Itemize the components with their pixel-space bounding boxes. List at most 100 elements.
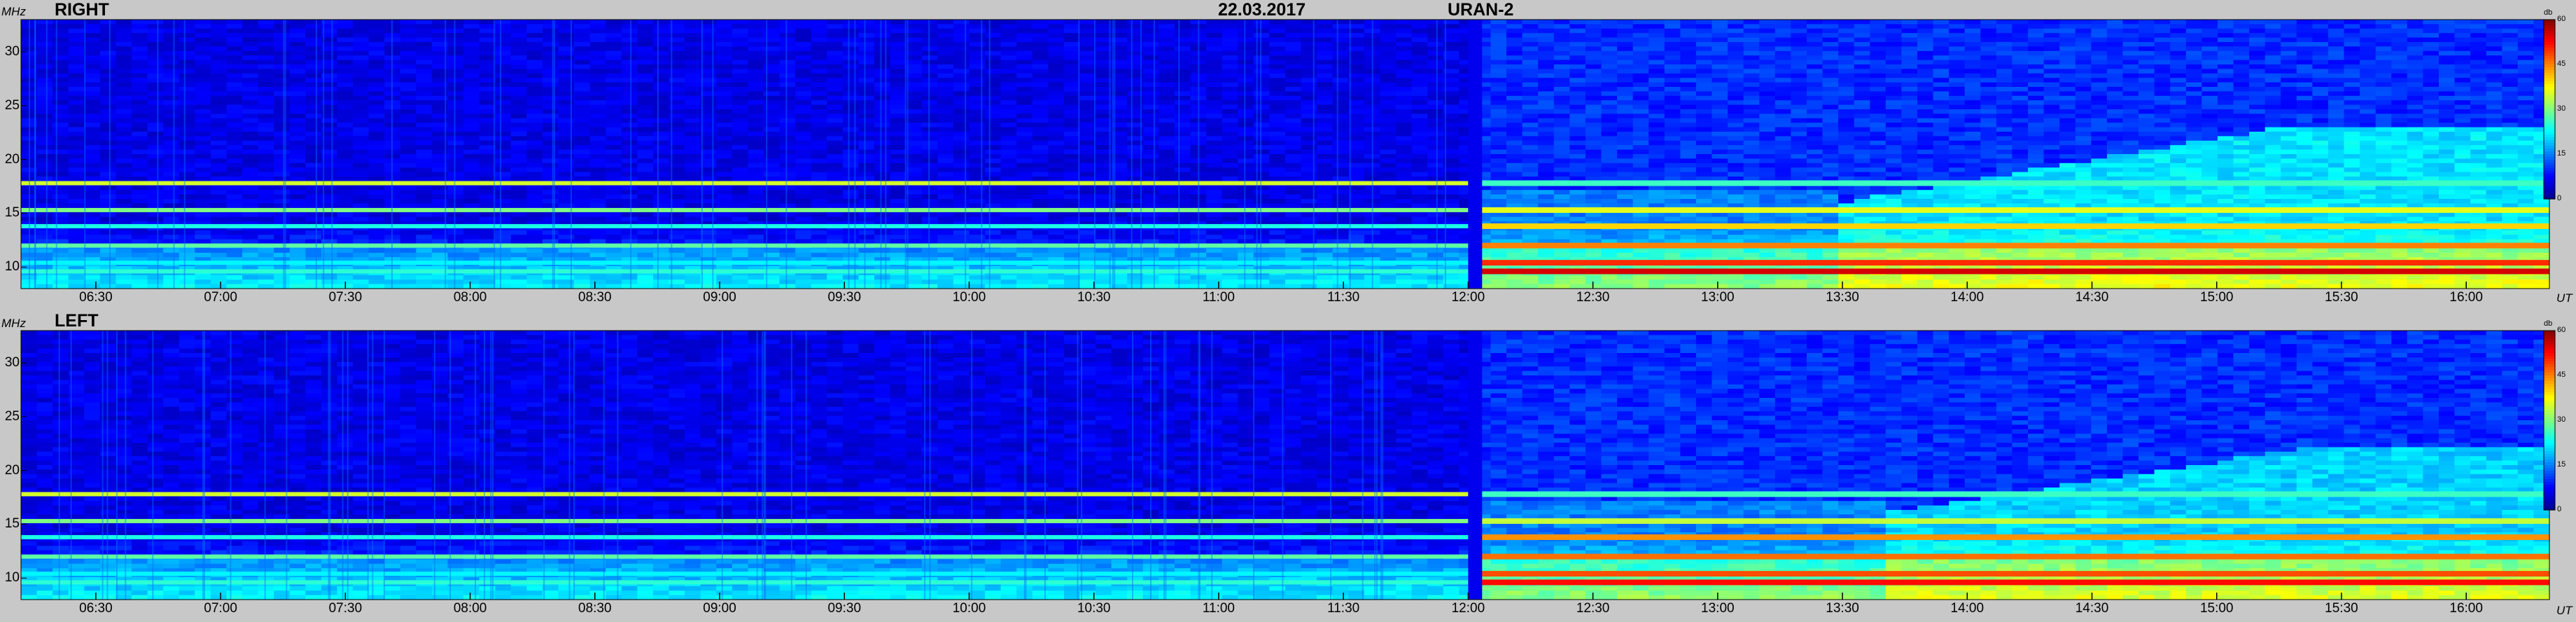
spectrogram-cell — [1317, 73, 1334, 78]
spectrogram-cell — [748, 100, 764, 106]
spectrogram-cell — [1253, 20, 1270, 25]
spectrogram-cell — [526, 100, 543, 106]
spectrogram-cell — [195, 212, 211, 218]
spectrogram-cell — [732, 163, 749, 168]
spectrogram-cell — [1317, 199, 1334, 204]
spectrogram-cell — [99, 78, 117, 83]
spectrogram-cell — [589, 50, 606, 56]
spectrogram-cell — [842, 235, 860, 240]
spectrogram-cell — [1158, 136, 1175, 141]
spectrogram-cell — [321, 266, 338, 271]
spectrogram-cell — [400, 248, 416, 254]
spectrogram-cell — [1190, 185, 1207, 191]
spectrogram-cell — [431, 177, 449, 181]
spectrogram-cell — [589, 185, 606, 191]
spectrogram-cell — [1190, 73, 1207, 78]
spectrogram-cell — [226, 24, 243, 29]
spectrogram-cell — [937, 221, 954, 226]
spectrogram-cell — [178, 239, 195, 244]
spectrogram-cell — [178, 212, 195, 218]
spectrogram-cell — [795, 69, 812, 74]
spectrogram-cell — [969, 24, 986, 29]
spectrogram-cell — [1190, 284, 1207, 289]
spectrogram-cell — [526, 145, 543, 151]
spectrogram-cell — [1111, 248, 1128, 254]
spectrogram-cell — [431, 82, 449, 88]
spectrogram-cell — [906, 203, 923, 209]
spectrogram-cell — [463, 28, 480, 34]
spectrogram-cell — [368, 87, 385, 92]
spectrogram-cell — [685, 50, 701, 56]
spectrogram-cell — [305, 167, 322, 173]
spectrogram-cell — [779, 20, 796, 25]
spectrogram-cell — [21, 42, 38, 47]
spectrogram-cell — [969, 199, 986, 204]
spectrogram-cell — [1301, 37, 1317, 43]
spectrogram-cell — [36, 145, 53, 151]
spectrogram-cell — [1111, 73, 1128, 78]
spectrogram-cell — [84, 95, 101, 101]
spectrogram-cell — [1096, 257, 1112, 263]
spectrogram-cell — [1079, 149, 1096, 155]
spectrogram-cell — [589, 95, 606, 101]
spectrogram-cell — [1032, 212, 1049, 218]
spectrogram-cell — [526, 24, 543, 29]
spectrogram-cell — [921, 69, 938, 74]
spectrogram-cell — [68, 109, 85, 114]
spectrogram-cell — [258, 163, 274, 168]
spectrogram-cell — [1206, 257, 1223, 263]
spectrogram-cell — [242, 145, 259, 151]
spectrogram-cell — [890, 91, 906, 97]
spectrogram-cell — [1222, 109, 1238, 114]
spectrogram-cell — [1111, 104, 1128, 110]
spectrogram-cell — [1064, 279, 1081, 285]
spectrogram-cell — [1016, 167, 1033, 173]
spectrogram-cell — [969, 257, 986, 263]
spectrogram-cell — [1175, 140, 1191, 146]
spectrogram-cell — [305, 33, 322, 39]
spectrogram-cell — [1206, 177, 1223, 181]
spectrogram-cell — [764, 190, 780, 195]
spectrogram-cell — [732, 118, 749, 123]
spectrogram-cell — [653, 177, 670, 181]
spectrogram-cell — [685, 145, 701, 151]
spectrogram-cell — [400, 33, 416, 39]
spectrogram-cell — [1253, 248, 1270, 254]
spectrogram-cell — [1238, 60, 1254, 65]
spectrogram-cell — [178, 55, 195, 61]
spectrogram-cell — [1175, 50, 1191, 56]
spectrogram-cell — [748, 73, 764, 78]
spectrogram-cell — [827, 37, 844, 43]
spectrogram-cell — [400, 154, 416, 159]
spectrogram-cell — [242, 221, 259, 226]
spectrogram-cell — [685, 33, 701, 39]
spectrogram-cell — [1190, 127, 1207, 132]
spectrogram-cell — [99, 33, 117, 39]
spectrogram-cell — [178, 50, 195, 56]
spectrogram-cell — [1190, 64, 1207, 69]
spectrogram-cell — [1222, 145, 1238, 151]
spectrogram-cell — [274, 248, 290, 254]
spectrogram-cell — [1079, 199, 1096, 204]
spectrogram-cell — [621, 235, 638, 240]
spectrogram-cell — [384, 55, 401, 61]
spectrogram-cell — [242, 190, 259, 195]
spectrogram-cell — [985, 64, 1002, 69]
spectrogram-cell — [337, 149, 354, 155]
spectrogram-cell — [827, 235, 844, 240]
spectrogram-cell — [764, 28, 780, 34]
spectrogram-cell — [1222, 252, 1238, 258]
spectrogram-cell — [874, 194, 891, 200]
spectrogram-cell — [1000, 252, 1017, 258]
spectrogram-cell — [589, 73, 606, 78]
spectrogram-cell — [68, 28, 85, 34]
spectrogram-cell — [764, 37, 780, 43]
spectrogram-cell — [985, 154, 1002, 159]
spectrogram-cell — [1048, 190, 1065, 195]
spectrogram-cell — [1190, 42, 1207, 47]
spectrogram-cell — [668, 73, 685, 78]
spectrogram-cell — [589, 136, 606, 141]
spectrogram-cell — [1111, 194, 1128, 200]
spectrogram-cell — [1079, 113, 1096, 119]
spectrogram-cell — [1206, 100, 1223, 106]
